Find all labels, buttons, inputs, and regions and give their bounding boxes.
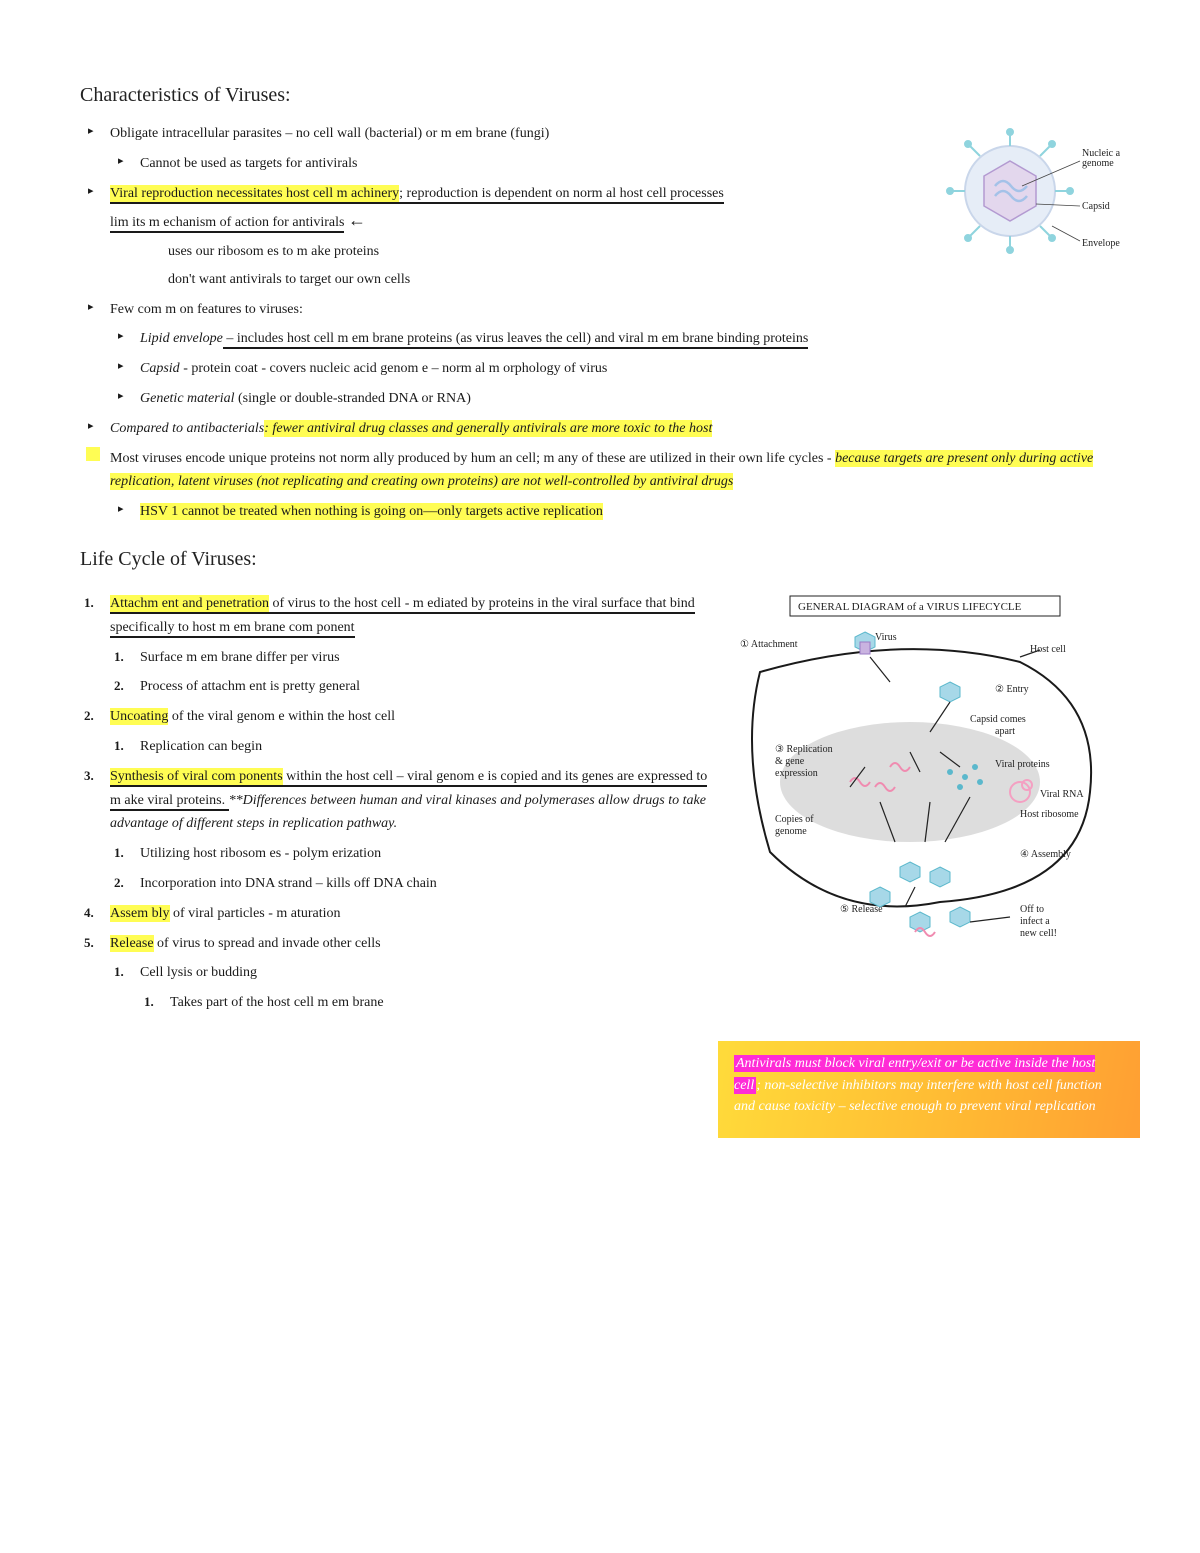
characteristics-list: Obligate intracellular parasites – no ce… (80, 122, 1120, 524)
life-item-3a: Utilizing host ribosom es - polym erizat… (140, 842, 1120, 866)
char-item-3: Few com m on features to viruses: Lipid … (110, 298, 1120, 411)
life-item-1b: Process of attachm ent is pretty general (140, 675, 1120, 699)
char-item-2-sub2: don't want antivirals to target our own … (110, 268, 1120, 292)
life-item-1: Attachm ent and penetration of virus to … (110, 592, 1120, 699)
char-item-2-sub1: uses our ribosom es to m ake proteins (110, 240, 1120, 264)
life-item-5a1: Takes part of the host cell m em brane (170, 991, 1120, 1015)
life-item-2a: Replication can begin (140, 735, 1120, 759)
section-heading-characteristics: Characteristics of Viruses: (80, 78, 1120, 112)
char-item-1: Obligate intracellular parasites – no ce… (110, 122, 1120, 176)
section-heading-lifecycle: Life Cycle of Viruses: (80, 542, 1120, 576)
life-item-5a: Cell lysis or budding Takes part of the … (140, 961, 1120, 1015)
life-item-5: Release of virus to spread and invade ot… (110, 932, 1120, 1015)
life-item-4: Assem bly of viral particles - m aturati… (110, 902, 1120, 926)
life-item-2: Uncoating of the viral genom e within th… (110, 705, 1120, 759)
lifecycle-list: Attachm ent and penetration of virus to … (80, 592, 1120, 1015)
char-item-5: Most viruses encode unique proteins not … (110, 447, 1120, 524)
life-item-3b: Incorporation into DNA strand – kills of… (140, 872, 1120, 896)
char-item-5a: HSV 1 cannot be treated when nothing is … (140, 500, 1120, 524)
char-item-4: Compared to antibacterials: fewer antivi… (110, 417, 1120, 441)
char-item-3c: Genetic material (single or double-stran… (140, 387, 1120, 411)
life-item-3: Synthesis of viral com ponents within th… (110, 765, 1120, 896)
char-item-3a: Lipid envelope – includes host cell m em… (140, 327, 1120, 351)
callout-box: Antivirals must block viral entry/exit o… (718, 1041, 1140, 1138)
char-item-2: Viral reproduction necessitates host cel… (110, 182, 1120, 292)
char-item-1a: Cannot be used as targets for antivirals (140, 152, 1120, 176)
life-item-1a: Surface m em brane differ per virus (140, 646, 1120, 670)
char-item-3b: Capsid - protein coat - covers nucleic a… (140, 357, 1120, 381)
